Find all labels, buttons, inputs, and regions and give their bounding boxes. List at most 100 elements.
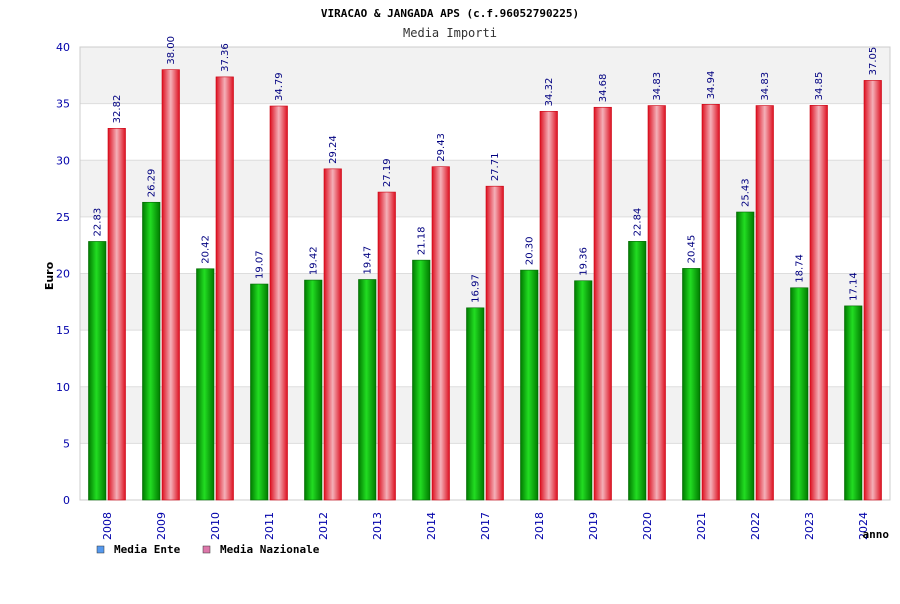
- grid-band: [80, 273, 890, 331]
- data-label: 34.32: [544, 78, 555, 107]
- y-tick-label: 25: [56, 211, 70, 224]
- data-label: 22.83: [93, 208, 104, 237]
- bar-media-nazionale: [161, 69, 180, 501]
- data-label: 21.18: [417, 226, 428, 255]
- data-label: 27.19: [382, 158, 393, 187]
- legend: Media Ente Media Nazionale: [96, 543, 320, 556]
- x-tick-label: 2013: [371, 512, 384, 540]
- chart-title: VIRACAO & JANGADA APS (c.f.96052790225): [321, 7, 579, 20]
- bar-media-ente: [412, 259, 431, 501]
- plot-frame: [79, 46, 891, 501]
- x-tick-label: 2019: [587, 512, 600, 540]
- x-tick-label: 2011: [263, 512, 276, 540]
- data-label: 25.43: [741, 178, 752, 207]
- bar-media-ente: [574, 280, 593, 501]
- bar-media-nazionale: [701, 104, 720, 501]
- data-labels: 22.83 32.82 26.29 38.00 20.42 37.36 19.07 34.79…: [93, 36, 880, 303]
- legend-swatch-media-nazionale: [202, 545, 211, 554]
- bar-media-nazionale: [107, 128, 126, 501]
- data-label: 34.83: [652, 72, 663, 101]
- data-label: 34.79: [274, 72, 285, 101]
- x-tick-label: 2017: [479, 512, 492, 540]
- bar-media-ente: [844, 305, 863, 501]
- legend-swatch-media-ente: [96, 545, 105, 554]
- data-label: 18.74: [795, 254, 806, 283]
- y-axis-title: Euro: [43, 261, 56, 290]
- data-label: 34.85: [814, 72, 825, 101]
- x-tick-label: 2010: [209, 512, 222, 540]
- y-tick-label: 30: [56, 154, 70, 167]
- data-label: 16.97: [471, 274, 482, 303]
- data-label: 19.07: [255, 250, 266, 279]
- data-label: 20.30: [525, 236, 536, 265]
- bar-media-nazionale: [593, 106, 612, 501]
- y-tick-label: 40: [56, 41, 70, 54]
- x-tick-label: 2008: [101, 512, 114, 540]
- data-label: 22.84: [633, 208, 644, 237]
- legend-label-media-ente: Media Ente: [114, 543, 181, 556]
- bar-media-ente: [142, 201, 161, 501]
- bar-media-ente: [736, 211, 755, 501]
- x-tick-label: 2012: [317, 512, 330, 540]
- chart-subtitle: Media Importi: [403, 26, 497, 40]
- data-label: 17.14: [849, 272, 860, 301]
- data-label: 19.42: [309, 246, 320, 275]
- data-label: 37.05: [868, 47, 879, 76]
- bar-media-nazionale: [647, 105, 666, 501]
- bar-media-ente: [628, 241, 647, 501]
- grid-band: [80, 47, 890, 104]
- grid-bands: [80, 47, 890, 444]
- data-label: 27.71: [490, 153, 501, 182]
- bar-media-ente: [466, 307, 485, 501]
- bar-media-nazionale: [377, 191, 396, 501]
- bar-media-ente: [196, 268, 215, 501]
- bar-media-ente: [304, 279, 323, 501]
- bar-media-nazionale: [809, 105, 828, 501]
- data-label: 29.43: [436, 133, 447, 162]
- x-tick-label: 2023: [803, 512, 816, 540]
- data-label: 38.00: [166, 36, 177, 65]
- x-axis-ticks: 2008 2009 2010 2011 2012 2013 2014 2017 2018 2019…: [101, 512, 870, 540]
- x-tick-label: 2014: [425, 512, 438, 540]
- data-label: 34.68: [598, 74, 609, 103]
- y-axis-ticks: 0 5 10 15 20 25 30 35 40: [56, 41, 70, 507]
- y-tick-label: 20: [56, 268, 70, 281]
- bar-media-ente: [358, 279, 377, 501]
- bar-media-ente: [250, 283, 269, 501]
- data-label: 20.45: [687, 235, 698, 264]
- legend-label-media-nazionale: Media Nazionale: [220, 543, 320, 556]
- data-label: 19.47: [363, 246, 374, 275]
- bar-media-nazionale: [755, 105, 774, 501]
- grid-band: [80, 386, 890, 444]
- x-axis-title: anno: [863, 528, 890, 541]
- data-label: 26.29: [147, 169, 158, 198]
- y-tick-label: 10: [56, 381, 70, 394]
- bar-media-nazionale: [539, 111, 558, 501]
- bar-media-nazionale: [215, 76, 234, 501]
- data-label: 37.36: [220, 43, 231, 72]
- data-label: 20.42: [201, 235, 212, 264]
- bar-media-nazionale: [431, 166, 450, 501]
- bar-media-ente: [790, 287, 809, 501]
- bar-media-ente: [88, 241, 107, 501]
- bar-media-nazionale: [269, 105, 288, 501]
- data-label: 29.24: [328, 135, 339, 164]
- x-tick-label: 2021: [695, 512, 708, 540]
- data-label: 19.36: [579, 247, 590, 276]
- data-label: 32.82: [112, 95, 123, 124]
- data-label: 34.94: [706, 71, 717, 100]
- x-tick-label: 2022: [749, 512, 762, 540]
- bar-media-ente: [520, 269, 539, 501]
- bar-marks: [88, 69, 882, 501]
- bar-media-ente: [682, 268, 701, 501]
- y-tick-label: 15: [56, 324, 70, 337]
- y-tick-label: 0: [63, 494, 70, 507]
- bar-media-nazionale: [485, 185, 504, 501]
- grid-band: [80, 160, 890, 217]
- x-tick-label: 2024: [857, 512, 870, 540]
- y-tick-label: 35: [56, 98, 70, 111]
- x-tick-label: 2009: [155, 512, 168, 540]
- x-tick-label: 2018: [533, 512, 546, 540]
